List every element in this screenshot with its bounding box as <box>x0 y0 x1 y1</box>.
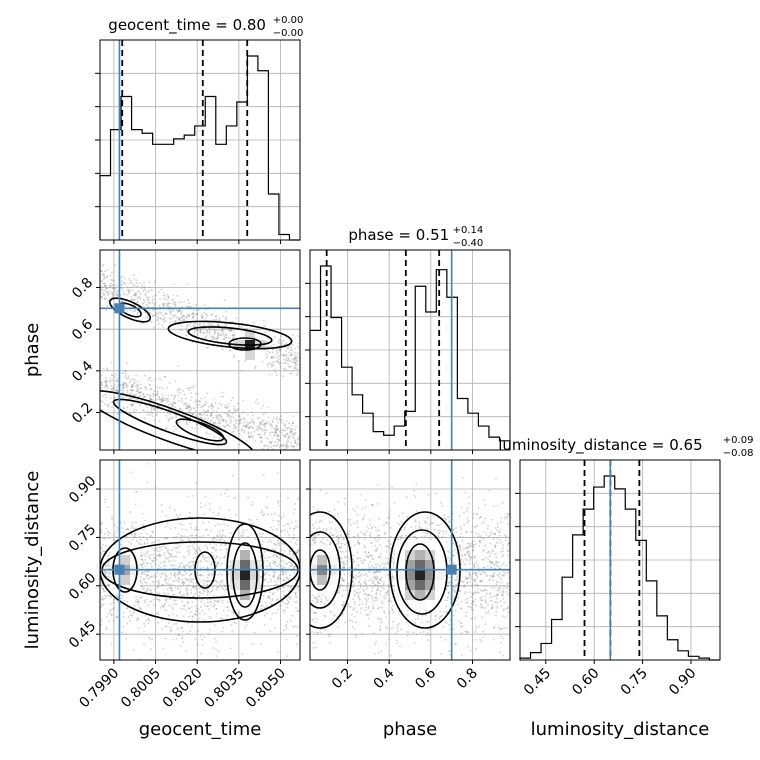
scatter-points <box>100 263 300 450</box>
x-axis-label-luminosity_distance: luminosity_distance <box>531 719 710 740</box>
y-axis-label-phase: phase <box>22 323 43 377</box>
truth-marker <box>446 564 457 575</box>
y-tick-label-luminosity_distance: 0.45 <box>66 618 99 651</box>
x-tick-label-phase: 0.2 <box>329 665 356 692</box>
contour-line <box>232 542 258 608</box>
scatter-panel-phase-vs-luminosity_distance <box>306 459 511 664</box>
hist-panel-phase: phase = 0.51 +0.14 −0.40 <box>305 225 511 454</box>
x-tick-label-luminosity_distance: 0.90 <box>666 665 699 698</box>
title-plus-error: +0.09 <box>723 435 754 446</box>
x-tick-label-phase: 0.4 <box>371 665 398 692</box>
param-title: phase = 0.51 <box>348 226 449 244</box>
y-tick-label-luminosity_distance: 0.90 <box>66 473 99 506</box>
x-tick-label-geocent_time: 0.8050 <box>243 665 289 711</box>
contour-line <box>228 337 262 351</box>
contour-line <box>112 398 228 446</box>
y-axis-label-luminosity_distance: luminosity_distance <box>22 471 43 650</box>
histogram <box>519 475 720 661</box>
y-tick-label-luminosity_distance: 0.75 <box>66 521 99 554</box>
scatter-panel-geocent_time-vs-phase <box>96 249 301 454</box>
param-title: luminosity_distance = 0.65 <box>498 436 702 455</box>
x-axis-label-phase: phase <box>383 719 437 740</box>
panel-content <box>100 263 300 450</box>
x-tick-label-geocent_time: 0.7990 <box>76 665 122 711</box>
x-tick-label-geocent_time: 0.8035 <box>201 665 247 711</box>
contour-line <box>175 418 225 442</box>
y-tick-label-phase: 0.6 <box>69 316 96 343</box>
param-title: geocent_time = 0.80 <box>108 16 266 35</box>
y-tick-label-luminosity_distance: 0.60 <box>66 570 99 603</box>
axes-frame <box>99 249 301 451</box>
x-tick-label-geocent_time: 0.8005 <box>118 665 164 711</box>
y-tick-label-phase: 0.4 <box>69 358 96 385</box>
x-tick-label-luminosity_distance: 0.45 <box>521 665 554 698</box>
title-plus-error: +0.00 <box>273 15 304 26</box>
x-tick-label-luminosity_distance: 0.60 <box>569 665 602 698</box>
density-blocks <box>310 540 445 610</box>
title-minus-error: −0.40 <box>453 238 484 249</box>
contour-line <box>167 320 293 350</box>
title-minus-error: −0.00 <box>273 28 304 39</box>
hist-panel-luminosity_distance: luminosity_distance = 0.65 +0.09 −0.08 <box>498 435 753 664</box>
contour-line <box>100 517 300 623</box>
histogram <box>309 265 511 450</box>
contour-line <box>108 297 152 323</box>
hist-panel-geocent_time: geocent_time = 0.80 +0.00 −0.00 <box>95 15 303 244</box>
scatter-panel-geocent_time-vs-luminosity_distance <box>96 459 301 664</box>
histogram <box>99 55 300 241</box>
axes-frame <box>309 459 511 661</box>
truth-marker <box>114 303 125 314</box>
y-tick-label-phase: 0.2 <box>69 400 96 427</box>
x-tick-label-phase: 0.6 <box>412 665 439 692</box>
x-tick-label-phase: 0.8 <box>454 665 481 692</box>
panel-content <box>100 462 300 660</box>
contour-line <box>100 389 256 450</box>
axes-frame <box>99 459 301 661</box>
title-minus-error: −0.08 <box>723 448 754 459</box>
x-tick-label-geocent_time: 0.8020 <box>160 665 206 711</box>
contour-line <box>405 543 435 601</box>
contour-line <box>226 523 264 621</box>
truth-marker <box>114 564 125 575</box>
x-axis-label-geocent_time: geocent_time <box>139 719 262 740</box>
contour-lines <box>100 297 293 450</box>
y-tick-label-phase: 0.8 <box>69 275 96 302</box>
x-tick-label-luminosity_distance: 0.75 <box>618 665 651 698</box>
title-plus-error: +0.14 <box>453 225 484 236</box>
